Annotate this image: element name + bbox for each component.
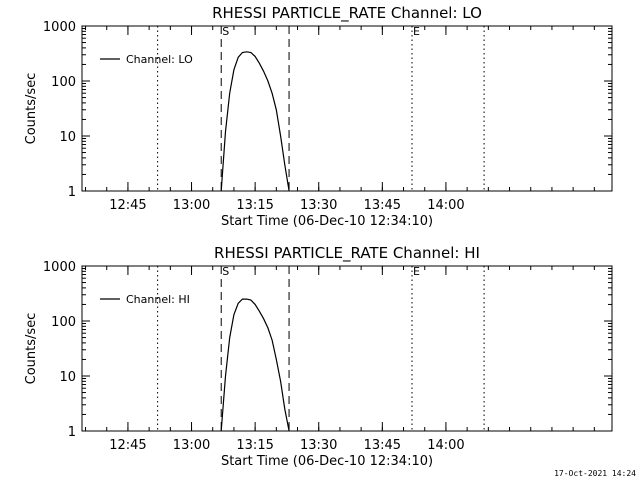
chart-title: RHESSI PARTICLE_RATE Channel: HI [214,244,480,263]
y-tick-label: 100 [51,75,76,90]
x-tick-label: 14:00 [427,198,464,213]
plot-frame [81,25,613,192]
plot-frame [81,265,613,432]
chart-title: RHESSI PARTICLE_RATE Channel: LO [212,4,482,23]
x-tick-label: 13:00 [173,438,210,453]
x-axis-label: Start Time (06-Dec-10 12:34:10) [221,214,433,229]
y-tick-label: 1 [68,425,76,440]
panel-lo: RHESSI PARTICLE_RATE Channel: LO Counts/s… [24,4,613,229]
legend-label: Channel: LO [126,53,193,66]
series-line [220,51,290,192]
y-tick-label: 1000 [43,20,76,35]
panel-hi: RHESSI PARTICLE_RATE Channel: HI Counts/s… [24,244,613,469]
y-tick-label: 10 [59,370,76,385]
y-tick-label: 100 [51,315,76,330]
legend-label: Channel: HI [126,293,190,306]
marker-label: S [222,25,229,38]
y-tick-label: 10 [59,130,76,145]
marker-label: S [222,265,229,278]
y-axis-label: Counts/sec [24,73,39,145]
x-tick-label: 13:15 [236,198,273,213]
x-tick-label: 14:00 [427,438,464,453]
y-tick-label: 1000 [43,260,76,275]
series-line [220,298,290,432]
footer-timestamp: 17-Oct-2021 14:24 [554,469,636,478]
y-axis-label: Counts/sec [24,313,39,385]
x-tick-label: 13:30 [300,198,337,213]
x-tick-label: 13:45 [364,198,401,213]
marker-label: E [413,265,420,278]
y-tick-label: 1 [68,185,76,200]
x-tick-label: 13:30 [300,438,337,453]
x-tick-label: 13:00 [173,198,210,213]
x-tick-label: 13:15 [236,438,273,453]
x-tick-label: 12:45 [109,198,146,213]
x-axis-label: Start Time (06-Dec-10 12:34:10) [221,454,433,469]
marker-label: E [413,25,420,38]
x-tick-label: 13:45 [364,438,401,453]
x-tick-label: 12:45 [109,438,146,453]
